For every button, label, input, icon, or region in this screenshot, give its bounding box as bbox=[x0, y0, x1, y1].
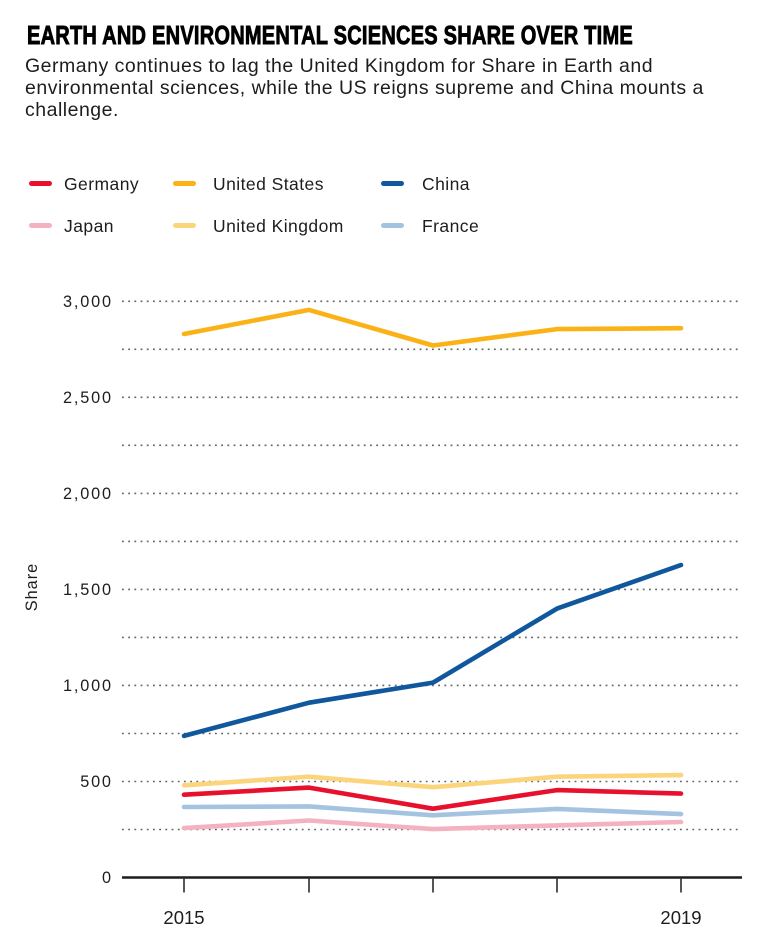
svg-text:2,500: 2,500 bbox=[63, 389, 113, 407]
svg-text:2,000: 2,000 bbox=[63, 485, 113, 503]
svg-text:3,000: 3,000 bbox=[63, 293, 113, 311]
svg-text:0: 0 bbox=[102, 869, 113, 887]
svg-text:Share: Share bbox=[23, 563, 41, 611]
svg-text:1,500: 1,500 bbox=[63, 581, 113, 599]
svg-text:2015: 2015 bbox=[163, 907, 204, 928]
svg-text:1,000: 1,000 bbox=[63, 677, 113, 695]
svg-text:500: 500 bbox=[80, 773, 113, 791]
svg-text:2019: 2019 bbox=[660, 907, 701, 928]
